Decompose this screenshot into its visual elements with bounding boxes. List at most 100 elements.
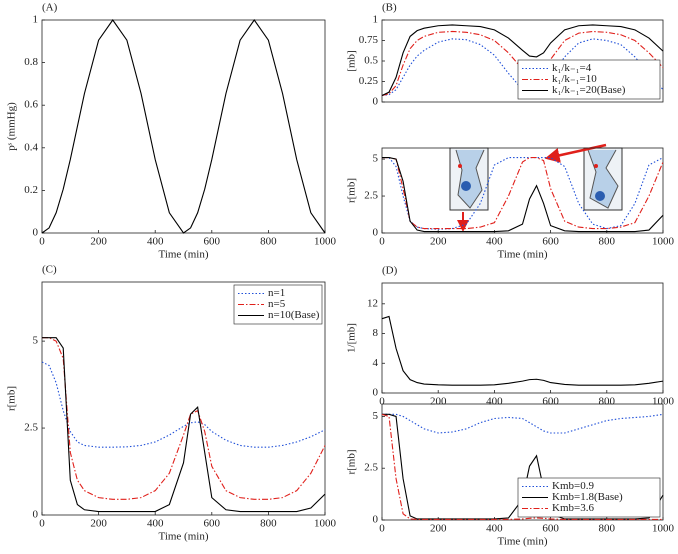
plot-frame [381,147,664,234]
x-tick-label: 200 [90,236,107,248]
y-tick-label: 0 [373,227,379,239]
y-tick-label: 0 [373,96,379,108]
x-tick-label: 200 [430,523,447,535]
x-tick-label: 800 [599,523,616,535]
x-tick-label: 600 [542,523,559,535]
x-axis-label: Time (min) [497,249,547,261]
y-tick-label: 5 [373,410,379,422]
series-line [381,38,664,96]
series-line [382,413,664,520]
legend-label: k₁/k₋₁=4 [552,62,592,74]
legend-label: k₁/k₋₁=20(Base) [552,84,626,96]
x-tick-label: 400 [147,236,164,248]
y-tick-label: 2.5 [364,190,378,202]
x-tick-label: 600 [542,236,559,248]
panel: (A) 0 200 400 600 800 1000 0 0.2 0.4 0.6 0.8 1 Time (… [6,2,337,261]
y-tick-label: 2.5 [24,422,38,434]
series-line [41,361,326,448]
x-tick-label: 0 [379,396,385,408]
x-tick-label: 1000 [652,396,675,408]
series-line [382,157,664,230]
x-tick-label: 1000 [652,236,675,248]
x-axis-label: Time (min) [158,249,208,261]
panel-label: (C) [42,264,57,276]
legend-label: n=1 [268,287,285,299]
panel-label: (B) [382,2,397,14]
legend-label: n=10(Base) [268,309,320,321]
y-tick-label: 5 [33,335,39,347]
x-tick-label: 0 [39,236,45,248]
x-tick-label: 0 [379,236,385,248]
x-axis-label: Time (min) [497,536,547,548]
series-line [42,337,326,513]
x-tick-label: 400 [486,236,503,248]
y-tick-label: 0.6 [24,99,38,111]
x-tick-label: 800 [599,236,616,248]
x-tick-label: 1000 [652,523,675,535]
y-tick-label: 0 [33,509,39,521]
y-tick-label: 0 [373,387,379,399]
panel-label: (D) [382,265,398,277]
plot-frame [381,282,664,394]
series-line [41,19,326,234]
panel: 0 200 400 600 800 1000 0 2.5 5 Time (min) r[mb] Kmb… [346,403,675,548]
plot-frame [41,281,326,516]
legend-label: n=5 [268,298,286,310]
x-axis-label: Time (min) [158,531,208,543]
y-axis-label: r[mb] [6,386,18,411]
y-tick-label: 8 [373,327,379,339]
y-tick-label: 2.5 [364,462,378,474]
y-tick-label: 1 [33,14,39,26]
x-tick-label: 800 [260,518,277,530]
plot-frame [41,19,326,234]
x-tick-label: 400 [486,396,503,408]
series-line [382,413,664,434]
legend-label: Kmb=0.9 [552,480,594,492]
y-tick-label: 0.75 [359,34,379,46]
y-tick-label: 4 [373,357,379,369]
series-line [381,315,664,386]
legend-label: Kmb=1.8(Base) [552,491,623,503]
y-axis-label: r[mb] [346,178,358,203]
x-tick-label: 800 [260,236,277,248]
y-tick-label: 5 [373,153,379,165]
series-line [382,157,664,230]
x-tick-label: 0 [39,518,45,530]
panel: (D) 0 200 400 600 800 1000 0 4 8 12 1/[mb] [346,265,675,408]
legend-label: Kmb=3.6 [552,502,594,514]
x-tick-label: 200 [90,518,107,530]
y-tick-label: 12 [367,297,378,309]
series-line [382,157,664,233]
series-line [42,337,326,500]
y-axis-label: [mb] [346,50,358,71]
y-tick-label: 0.25 [359,75,379,87]
x-tick-label: 600 [542,396,559,408]
x-tick-label: 400 [147,518,164,530]
legend-label: k₁/k₋₁=10 [552,73,597,85]
y-tick-label: 0 [33,227,39,239]
series-line [381,24,664,96]
y-axis-label: r[mb] [346,449,358,474]
panel: 0 200 400 600 800 1000 0 2.5 5 Time (min) r[mb] [346,147,675,261]
y-tick-label: 1 [373,14,379,26]
y-tick-label: 0.4 [24,141,38,153]
series-line [381,413,663,520]
x-tick-label: 400 [486,523,503,535]
y-axis-label: pˢ (mmHg) [6,102,18,151]
arrow [544,143,607,163]
inset-cell-left [449,147,489,211]
x-tick-label: 1000 [314,236,337,248]
x-tick-label: 600 [204,236,221,248]
x-tick-label: 200 [430,396,447,408]
y-tick-label: 0.8 [24,56,38,68]
x-tick-label: 0 [379,523,385,535]
y-tick-label: 0 [373,514,379,526]
panel: (C) 0 200 400 600 800 1000 0 2.5 5 Time (min) r[mb]… [6,264,337,543]
inset-cell-right [583,147,623,211]
y-axis-label: 1/[mb] [346,323,358,353]
legend-box [233,284,323,325]
panel-label: (A) [42,2,58,14]
x-tick-label: 200 [430,236,447,248]
x-tick-label: 1000 [314,518,337,530]
